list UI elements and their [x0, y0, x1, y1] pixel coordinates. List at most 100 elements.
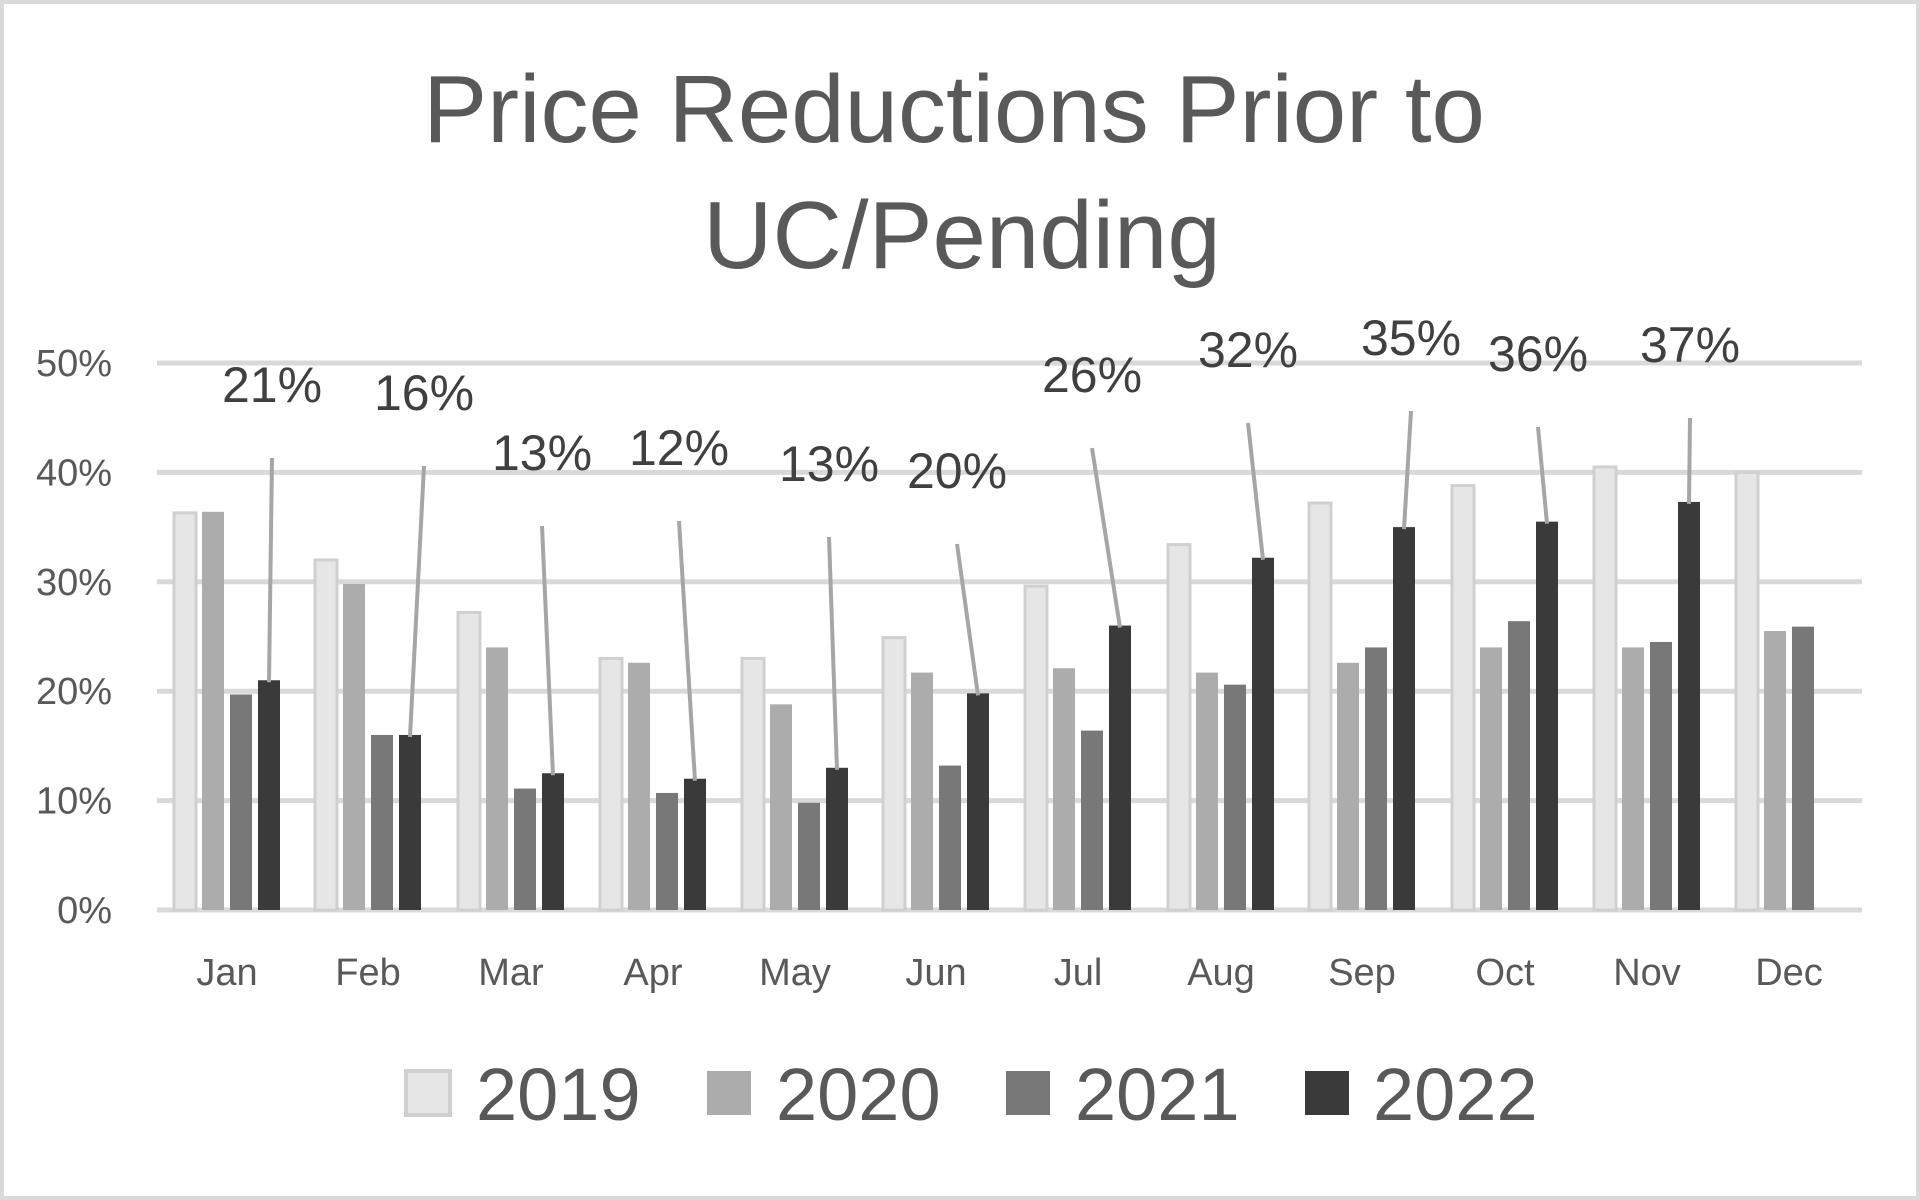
- x-tick-label: Apr: [623, 952, 682, 994]
- bar-2021-oct: [1508, 621, 1530, 910]
- bar-2022-jan: [258, 680, 280, 910]
- bar-2022-feb: [399, 734, 421, 910]
- data-label-mar: 13%: [492, 425, 592, 481]
- chart-title-line-2: UC/Pending: [703, 182, 1221, 289]
- bar-2022-may: [826, 767, 848, 910]
- data-label-nov: 37%: [1640, 317, 1740, 373]
- bar-2022-apr: [684, 778, 706, 910]
- bar-2022-jun: [967, 693, 989, 910]
- x-tick-label: Jul: [1054, 952, 1103, 994]
- bar-2021-nov: [1650, 641, 1672, 910]
- y-axis-ticks: 0% 10% 20% 30% 40% 50%: [36, 343, 112, 932]
- leader-line-jul: [1090, 447, 1122, 628]
- legend: 2019 2020 2021 2022: [404, 1053, 1538, 1136]
- y-tick-label: 20%: [36, 671, 112, 713]
- x-tick-label: Oct: [1475, 952, 1535, 994]
- leader-line-feb: [408, 465, 426, 738]
- bar-2019-apr: [598, 656, 624, 912]
- data-label-may: 13%: [779, 436, 879, 492]
- bar-2020-jul: [1053, 668, 1075, 910]
- bar-2019-jul: [1023, 584, 1049, 912]
- leader-line-aug: [1246, 422, 1265, 560]
- bar-2019-may: [740, 656, 766, 912]
- bar-2020-mar: [486, 647, 508, 910]
- bar-2021-may: [798, 802, 820, 910]
- x-tick-label: Feb: [335, 952, 400, 994]
- bar-2020-nov: [1622, 647, 1644, 910]
- data-label-jan: 21%: [222, 357, 322, 413]
- bar-2021-jun: [939, 765, 961, 910]
- leader-line-oct: [1536, 426, 1549, 524]
- bar-2022-aug: [1252, 557, 1274, 910]
- data-label-oct: 36%: [1488, 326, 1588, 382]
- bar-2019-sep: [1307, 501, 1333, 912]
- data-label-feb: 16%: [374, 365, 474, 421]
- data-label-jul: 26%: [1042, 347, 1142, 403]
- legend-label-2022: 2022: [1373, 1053, 1538, 1136]
- bar-2019-oct: [1450, 484, 1476, 912]
- legend-swatch-2021: [1006, 1071, 1050, 1115]
- y-tick-label: 50%: [36, 343, 112, 385]
- bar-2019-feb: [313, 558, 339, 912]
- bar-2020-dec: [1764, 631, 1786, 910]
- data-label-aug: 32%: [1198, 322, 1298, 378]
- bar-2020-feb: [343, 583, 365, 910]
- y-tick-label: 40%: [36, 452, 112, 494]
- bar-2020-apr: [628, 662, 650, 910]
- bar-2021-dec: [1792, 626, 1814, 910]
- legend-label-2020: 2020: [776, 1053, 941, 1136]
- x-tick-label: May: [759, 952, 831, 994]
- leader-line-sep: [1402, 410, 1413, 530]
- bar-2019-jan: [172, 511, 198, 912]
- bar-2019-aug: [1166, 543, 1192, 912]
- leader-line-jun: [955, 543, 980, 696]
- bar-2019-mar: [456, 610, 482, 912]
- x-tick-label: Mar: [478, 952, 544, 994]
- bar-2021-sep: [1365, 647, 1387, 910]
- gridlines: [157, 360, 1862, 913]
- bar-2020-jun: [911, 672, 933, 910]
- leader-lines: [267, 410, 1692, 781]
- bar-2021-aug: [1224, 684, 1246, 910]
- bars: [172, 465, 1814, 912]
- leader-line-jan: [267, 457, 274, 683]
- y-tick-label: 10%: [36, 781, 112, 823]
- bar-2020-jan: [202, 511, 224, 910]
- legend-label-2019: 2019: [476, 1053, 641, 1136]
- bar-2022-jul: [1109, 625, 1131, 910]
- bar-2020-may: [770, 704, 792, 910]
- bar-2021-mar: [514, 788, 536, 910]
- chart-title-line-1: Price Reductions Prior to: [423, 56, 1485, 163]
- data-label-jun: 20%: [907, 443, 1007, 499]
- bar-2019-nov: [1592, 465, 1618, 912]
- bar-2022-nov: [1678, 501, 1700, 910]
- leader-line-apr: [677, 520, 697, 781]
- x-tick-label: Aug: [1187, 952, 1255, 994]
- bar-2022-mar: [542, 773, 564, 910]
- x-tick-label: Sep: [1328, 952, 1396, 994]
- y-tick-label: 0%: [57, 890, 112, 932]
- bar-2020-aug: [1196, 672, 1218, 910]
- chart-title: Price Reductions Prior to UC/Pending: [423, 56, 1485, 289]
- bar-2022-sep: [1393, 527, 1415, 910]
- data-labels: 21% 16% 13% 12% 13% 20% 26% 32% 35% 36% 37%: [222, 310, 1740, 499]
- legend-swatch-2022: [1305, 1071, 1349, 1115]
- data-label-sep: 35%: [1361, 310, 1461, 366]
- data-label-apr: 12%: [629, 420, 729, 476]
- leader-line-mar: [540, 525, 555, 776]
- y-tick-label: 30%: [36, 562, 112, 604]
- x-tick-label: Dec: [1755, 952, 1823, 994]
- x-tick-label: Nov: [1613, 952, 1681, 994]
- legend-swatch-2019: [404, 1069, 452, 1117]
- legend-label-2021: 2021: [1075, 1053, 1240, 1136]
- x-tick-label: Jan: [196, 952, 257, 994]
- bar-2020-oct: [1480, 647, 1502, 910]
- bar-2020-sep: [1337, 662, 1359, 910]
- x-axis-ticks: Jan Feb Mar Apr May Jun Jul Aug Sep Oct Nov Dec: [196, 952, 1822, 994]
- bar-2021-jan: [230, 694, 252, 910]
- x-tick-label: Jun: [905, 952, 966, 994]
- legend-swatch-2020: [707, 1071, 751, 1115]
- bar-2022-oct: [1536, 521, 1558, 910]
- bar-2021-jul: [1081, 730, 1103, 910]
